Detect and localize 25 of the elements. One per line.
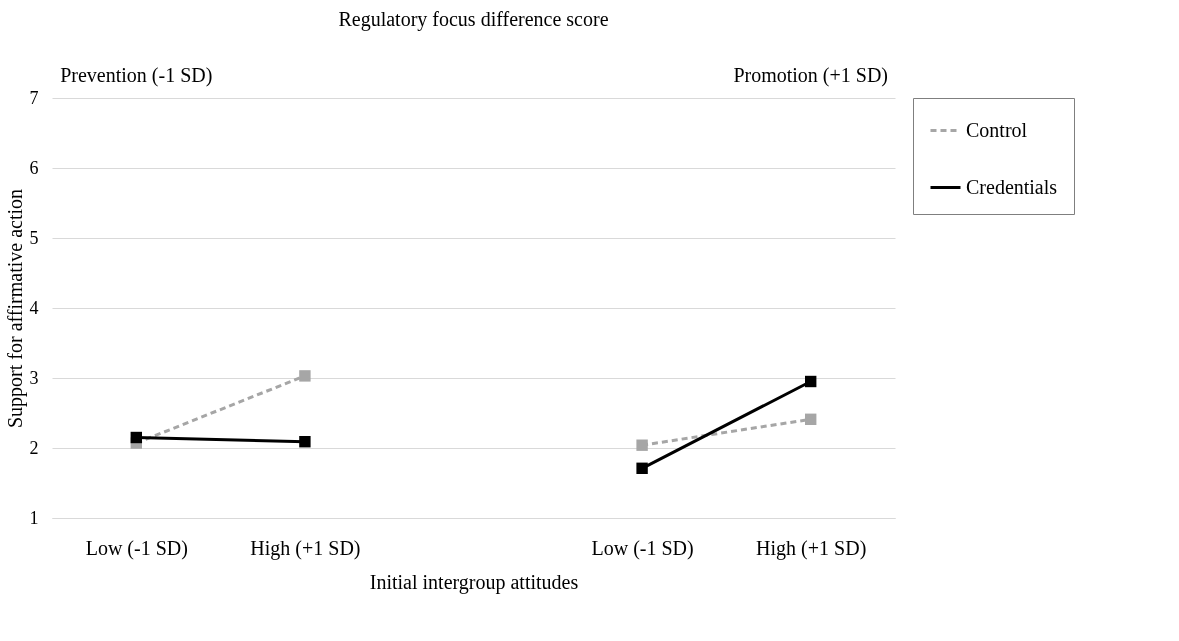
point xyxy=(636,439,648,451)
y-tick-label: 5 xyxy=(29,227,39,248)
x-tick-label: High (+1 SD) xyxy=(756,536,867,560)
x-axis-title: Initial intergroup attitudes xyxy=(369,570,579,594)
x-tick-label: High (+1 SD) xyxy=(250,536,361,560)
y-tick-label: 3 xyxy=(29,367,39,388)
legend-label: Credentials xyxy=(966,175,1058,198)
point xyxy=(636,462,648,474)
y-tick-label: 1 xyxy=(29,507,39,528)
x-tick-label: Low (-1 SD) xyxy=(85,536,188,560)
y-tick-label: 6 xyxy=(29,157,39,178)
y-tick-label: 4 xyxy=(29,297,39,318)
chart-title: Regulatory focus difference score xyxy=(338,8,609,31)
y-tick-label: 2 xyxy=(29,437,39,458)
text: Promotion (+1 SD) xyxy=(733,64,889,87)
point xyxy=(299,370,311,382)
point xyxy=(299,436,311,448)
y-tick-label: 7 xyxy=(29,87,39,108)
text: Prevention (-1 SD) xyxy=(60,64,213,87)
point xyxy=(805,413,817,425)
legend-label: Control xyxy=(966,118,1028,141)
x-tick-label: Low (-1 SD) xyxy=(591,536,694,560)
y-axis-title: Support for affirmative action xyxy=(3,188,27,429)
point xyxy=(805,375,817,388)
point xyxy=(130,431,142,444)
